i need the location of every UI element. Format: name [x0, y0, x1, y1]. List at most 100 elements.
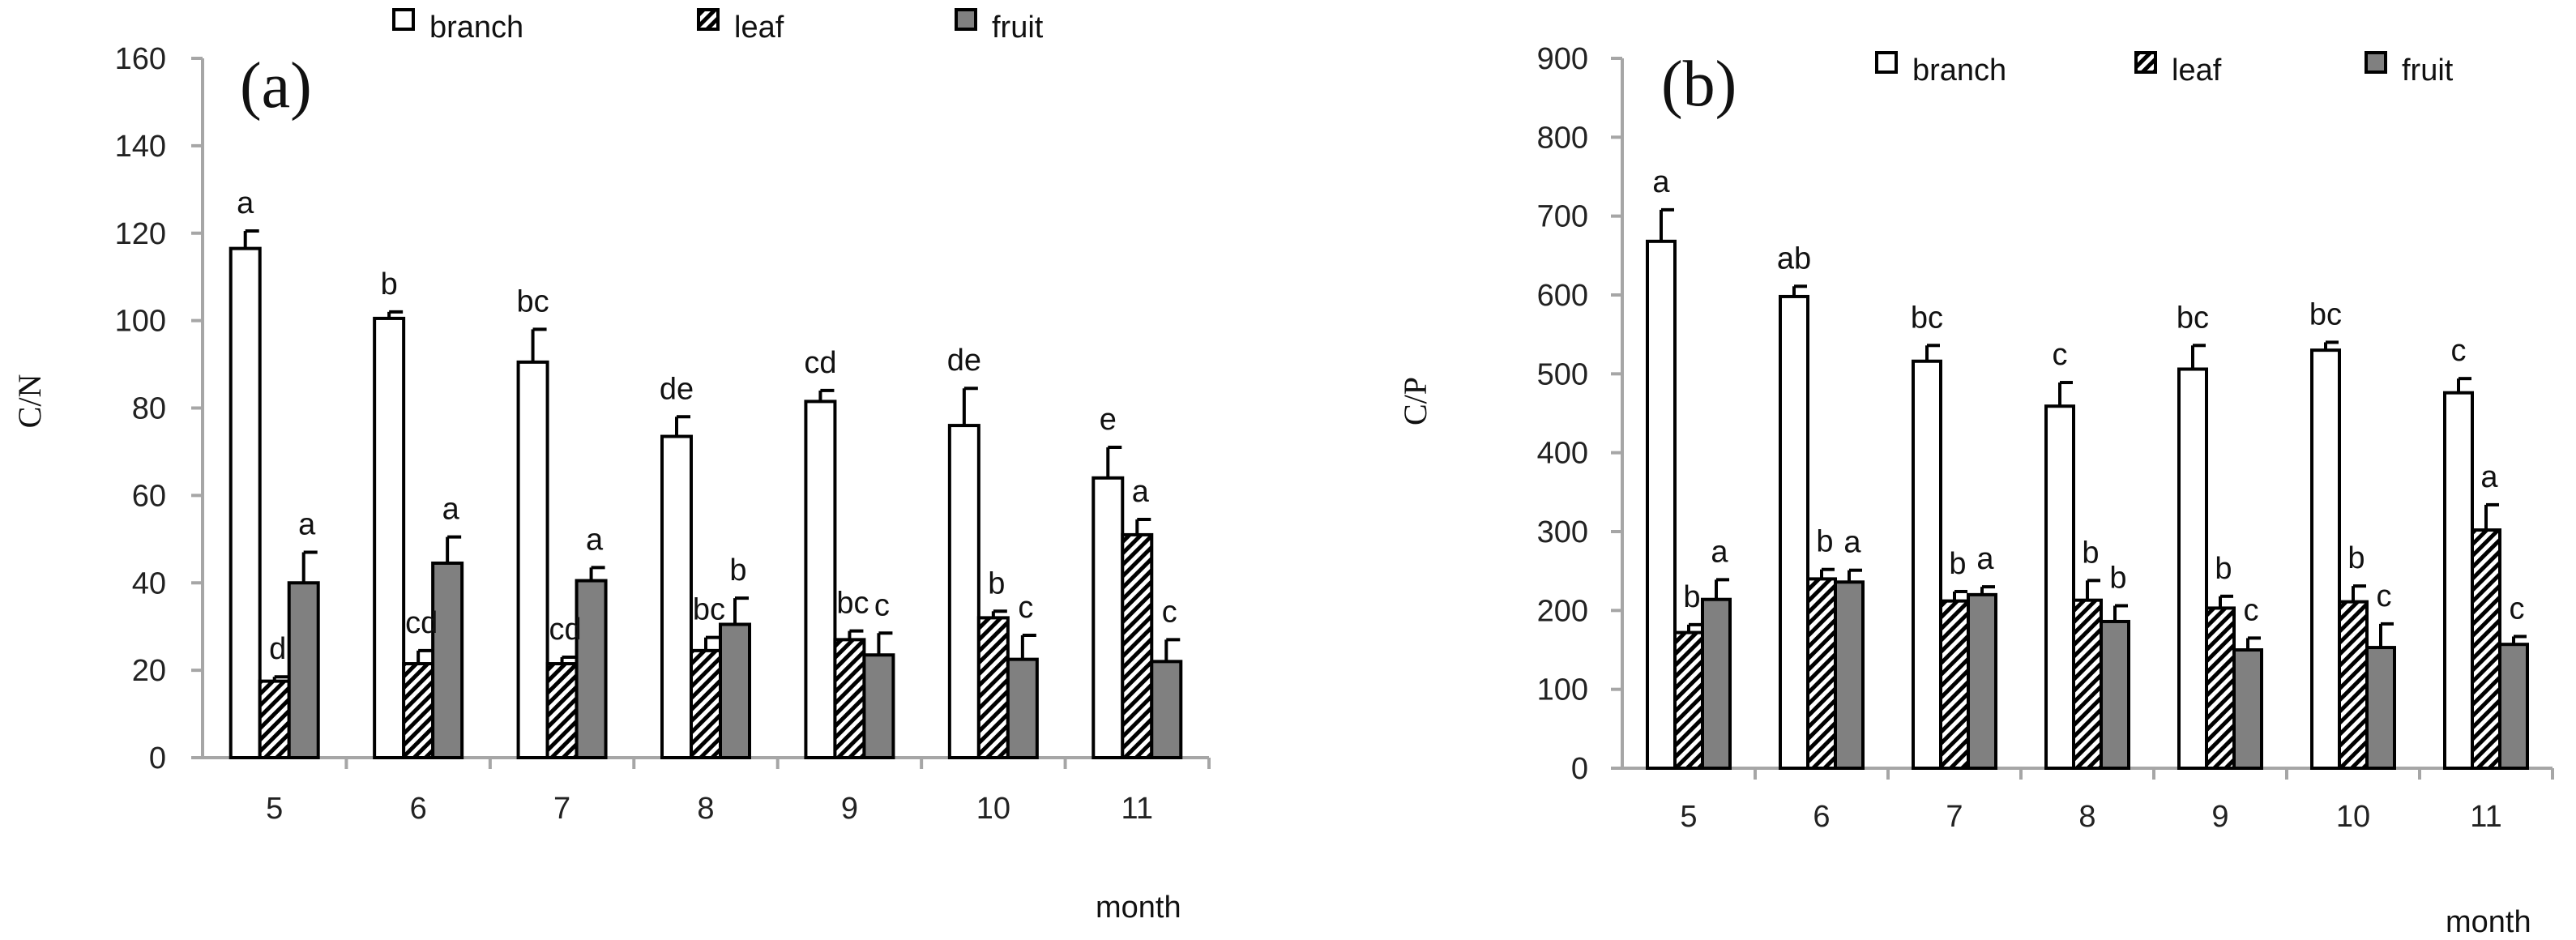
- significance-letter-branch-11: e: [1100, 403, 1117, 437]
- y-tick-label: 800: [1537, 121, 1588, 155]
- significance-letter-branch-6: b: [381, 267, 398, 301]
- bar-fruit-11: [1150, 660, 1183, 760]
- legend-label-branch: branch: [429, 11, 523, 45]
- y-tick-label: 160: [115, 42, 166, 76]
- bar-leaf-5: [1673, 630, 1704, 770]
- x-tick-label: 7: [1946, 800, 1963, 834]
- legend-swatch-leaf: [697, 8, 720, 31]
- bar-branch-6: [1779, 294, 1809, 770]
- bar-branch-5: [1646, 239, 1677, 770]
- significance-letter-leaf-11: a: [2480, 460, 2498, 494]
- significance-letter-fruit-9: c: [874, 588, 890, 622]
- bar-leaf-10: [2338, 600, 2369, 770]
- y-tick-label: 900: [1537, 42, 1588, 76]
- bar-fruit-10: [1006, 657, 1039, 759]
- bar-leaf-9: [2205, 606, 2236, 770]
- significance-letter-leaf-5: d: [269, 632, 286, 666]
- significance-letter-leaf-5: b: [1683, 580, 1700, 614]
- significance-letter-fruit-7: a: [586, 523, 604, 557]
- significance-letter-leaf-8: bc: [693, 593, 725, 627]
- significance-letter-fruit-11: c: [1162, 595, 1177, 629]
- significance-letter-fruit-9: c: [2244, 593, 2259, 627]
- significance-letter-leaf-8: b: [2082, 536, 2099, 570]
- bar-branch-11: [2443, 391, 2474, 770]
- significance-letter-leaf-7: b: [1949, 547, 1966, 581]
- significance-letter-branch-6: ab: [1777, 241, 1811, 276]
- bar-leaf-6: [402, 662, 435, 759]
- significance-letter-branch-7: bc: [1911, 301, 1943, 335]
- x-tick-label: 6: [410, 792, 427, 826]
- significance-letter-branch-11: c: [2451, 334, 2467, 368]
- significance-letter-fruit-6: a: [442, 493, 460, 527]
- y-tick-label: 500: [1537, 357, 1588, 391]
- panel-b-ylabel: C/P: [1397, 377, 1433, 425]
- x-tick-label: 10: [2336, 800, 2370, 834]
- significance-letter-fruit-10: c: [2377, 579, 2392, 613]
- bar-fruit-9: [2232, 648, 2263, 770]
- significance-letter-branch-10: de: [947, 344, 981, 378]
- y-tick-label: 0: [1571, 752, 1588, 786]
- significance-letter-leaf-11: a: [1132, 475, 1150, 509]
- bar-leaf-10: [976, 616, 1010, 760]
- x-tick-label: 6: [1813, 800, 1830, 834]
- legend-swatch-leaf: [2134, 51, 2157, 74]
- bar-fruit-6: [1834, 580, 1865, 770]
- bar-fruit-6: [431, 561, 464, 760]
- significance-letter-leaf-9: b: [2215, 552, 2232, 586]
- bar-leaf-11: [2471, 528, 2501, 770]
- significance-letter-branch-8: c: [2053, 338, 2068, 372]
- panel-b-xlabel: month: [2446, 905, 2531, 939]
- bar-leaf-5: [258, 679, 291, 759]
- y-tick-label: 300: [1537, 515, 1588, 549]
- y-tick-label: 100: [1537, 673, 1588, 707]
- y-tick-label: 400: [1537, 437, 1588, 471]
- significance-letter-leaf-6: cd: [405, 606, 438, 640]
- significance-letter-branch-9: cd: [804, 346, 836, 380]
- legend-swatch-fruit: [955, 8, 977, 31]
- significance-letter-fruit-8: b: [2109, 561, 2126, 595]
- bar-fruit-7: [1967, 592, 1997, 770]
- significance-letter-fruit-5: a: [1711, 535, 1728, 569]
- bar-branch-8: [2044, 404, 2075, 770]
- bar-branch-7: [516, 360, 549, 759]
- legend-swatch-fruit: [2365, 51, 2387, 74]
- significance-letter-leaf-6: b: [1816, 525, 1833, 559]
- significance-letter-leaf-10: b: [2347, 541, 2365, 575]
- x-tick-label: 8: [697, 792, 714, 826]
- panel-a-axes: 0 20 40 60 80 100 120 140 160 5 6 7 8 9 10 11: [115, 42, 1211, 826]
- significance-letter-fruit-8: b: [729, 553, 746, 588]
- bar-fruit-7: [575, 579, 608, 759]
- bar-branch-10: [2310, 348, 2341, 770]
- significance-letter-branch-9: bc: [2177, 301, 2209, 335]
- chart-panel-b: (b) C/P month branch leaf fruit 0 100 200 300…: [1397, 42, 2554, 939]
- panel-a-ylabel: C/N: [11, 374, 48, 429]
- chart-panel-a: (a) C/N month branch leaf fruit 0 20 40 60 80 1…: [11, 8, 1211, 925]
- legend-swatch-branch: [392, 8, 415, 31]
- significance-letter-fruit-5: a: [298, 507, 316, 541]
- bar-branch-10: [947, 424, 980, 759]
- x-tick-label: 7: [553, 792, 570, 826]
- x-tick-label: 9: [2211, 800, 2228, 834]
- bar-leaf-8: [690, 648, 722, 760]
- x-tick-label: 5: [1680, 800, 1697, 834]
- panel-b-label: (b): [1661, 49, 1737, 120]
- panel-a-legend: branch leaf fruit: [392, 8, 1044, 45]
- significance-letter-branch-10: bc: [2309, 297, 2342, 331]
- x-tick-label: 9: [841, 792, 858, 826]
- bar-fruit-9: [862, 653, 895, 760]
- panel-a-bars: [229, 229, 1183, 760]
- panel-b-legend: branch leaf fruit: [1875, 51, 2454, 88]
- significance-letter-fruit-11: c: [2510, 592, 2525, 626]
- bar-branch-8: [660, 434, 693, 759]
- significance-letter-leaf-10: b: [988, 566, 1005, 600]
- y-tick-label: 700: [1537, 200, 1588, 234]
- bar-branch-11: [1091, 476, 1125, 759]
- x-tick-label: 8: [2078, 800, 2095, 834]
- bar-fruit-10: [2365, 646, 2396, 771]
- y-tick-label: 140: [115, 130, 166, 164]
- y-tick-label: 20: [132, 654, 166, 688]
- x-tick-label: 5: [266, 792, 283, 826]
- significance-letter-branch-5: a: [237, 186, 254, 220]
